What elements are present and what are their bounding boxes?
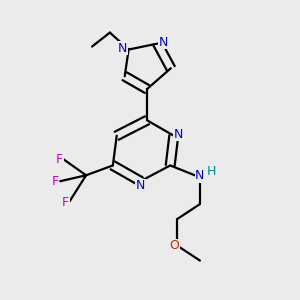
Text: F: F	[51, 175, 58, 188]
Text: N: N	[159, 36, 168, 49]
Text: F: F	[62, 196, 69, 208]
Text: N: N	[173, 128, 183, 141]
Text: N: N	[136, 179, 145, 192]
Text: N: N	[118, 42, 127, 55]
Text: N: N	[195, 169, 205, 182]
Text: H: H	[207, 165, 217, 178]
Text: O: O	[169, 239, 179, 252]
Text: F: F	[56, 153, 63, 166]
